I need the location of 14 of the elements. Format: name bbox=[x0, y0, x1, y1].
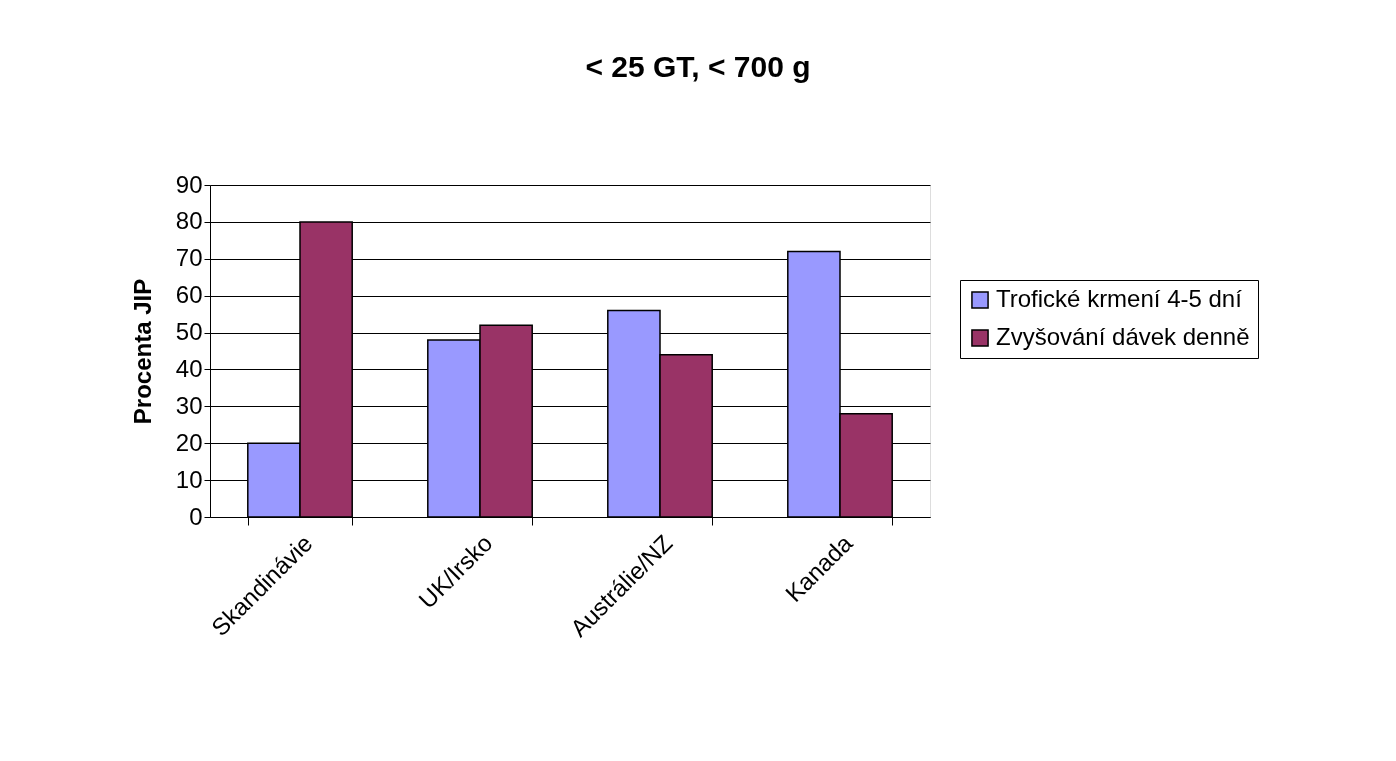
y-tick-label: 60 bbox=[175, 281, 203, 309]
y-tick-label: 80 bbox=[175, 207, 203, 235]
y-tick-label: 90 bbox=[175, 170, 203, 198]
legend-label: Zvyšování dávek denně bbox=[996, 323, 1250, 350]
y-tick-label: 50 bbox=[175, 318, 203, 346]
y-tick-label: 70 bbox=[175, 244, 203, 272]
y-tick-label: 30 bbox=[175, 391, 203, 419]
legend-label: Trofické krmení 4-5 dní bbox=[996, 285, 1243, 312]
y-tick-label: 40 bbox=[175, 354, 203, 382]
y-tick-label: 0 bbox=[189, 502, 203, 530]
chart-title: < 25 GT, < 700 g bbox=[585, 50, 811, 83]
y-axis-title: Procenta JIP bbox=[128, 278, 156, 425]
y-tick-label: 10 bbox=[175, 465, 203, 493]
y-tick-label: 20 bbox=[175, 428, 203, 456]
